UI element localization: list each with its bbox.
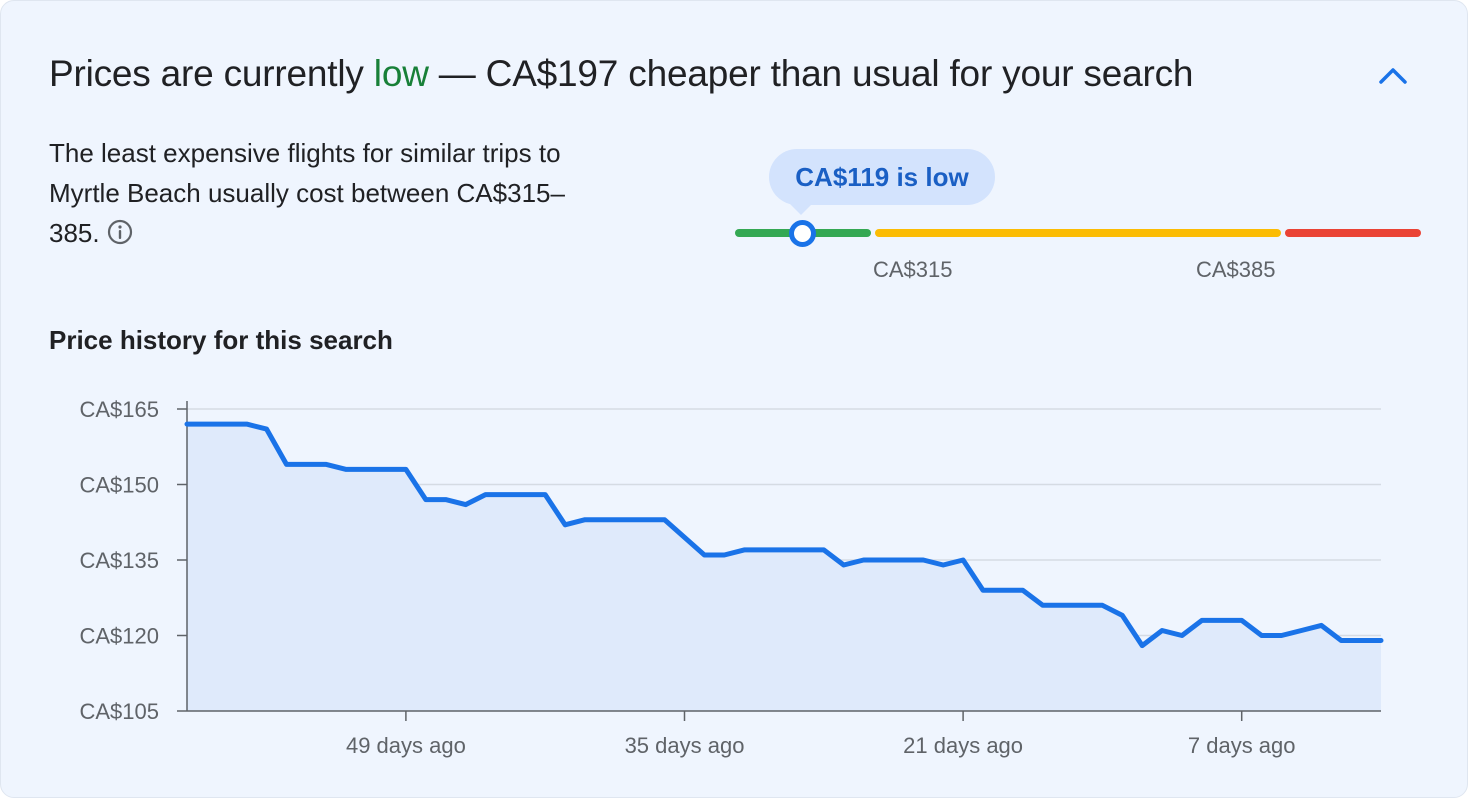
- price-history-title: Price history for this search: [49, 325, 393, 355]
- chart-axes: [177, 401, 1381, 721]
- description-text: The least expensive flights for similar …: [49, 138, 565, 248]
- x-tick-label: 49 days ago: [346, 733, 466, 758]
- price-range-high-segment: [1285, 229, 1421, 237]
- y-tick-label: CA$165: [79, 397, 159, 422]
- range-low-label: CA$315: [873, 257, 953, 282]
- info-button[interactable]: [106, 217, 134, 245]
- y-tick-label: CA$105: [79, 699, 159, 724]
- info-icon: [107, 219, 132, 245]
- x-tick-label: 21 days ago: [903, 733, 1023, 758]
- price-insight-headline: Prices are currently low — CA$197 cheape…: [49, 49, 1193, 99]
- price-level-word: low: [373, 53, 429, 94]
- price-history-chart: CA$165 CA$150 CA$135 CA$120 CA$105 49 days ag…: [79, 397, 1384, 758]
- tooltip-pointer: [789, 203, 813, 215]
- headline-suffix: — CA$197 cheaper than usual for your sea…: [428, 53, 1194, 94]
- typical-price-description: The least expensive flights for similar …: [49, 133, 569, 253]
- current-price-marker: [789, 220, 816, 247]
- x-tick-label: 35 days ago: [625, 733, 745, 758]
- chart-labels: CA$165 CA$150 CA$135 CA$120 CA$105 49 days ag…: [79, 397, 1295, 758]
- current-price-tooltip: CA$119 is low: [769, 149, 995, 205]
- headline-prefix: Prices are currently: [49, 53, 374, 94]
- collapse-button[interactable]: [1365, 53, 1421, 97]
- y-tick-label: CA$120: [79, 624, 159, 649]
- range-high-label: CA$385: [1196, 257, 1276, 282]
- chevron-up-icon: [1379, 68, 1407, 84]
- price-line-series: [184, 421, 1384, 649]
- y-tick-label: CA$150: [79, 473, 159, 498]
- y-tick-label: CA$135: [79, 548, 159, 573]
- x-tick-label: 7 days ago: [1188, 733, 1296, 758]
- price-range-typical-segment: [875, 229, 1281, 237]
